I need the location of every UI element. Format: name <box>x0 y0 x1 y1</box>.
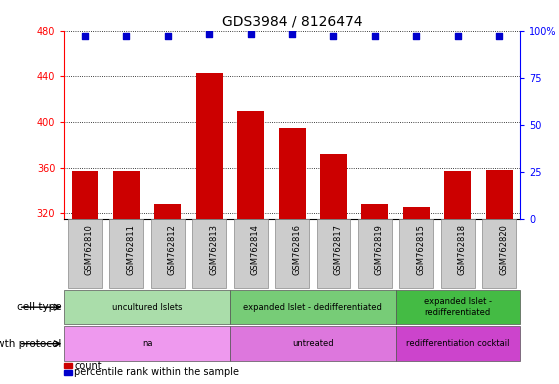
FancyBboxPatch shape <box>399 219 433 288</box>
Text: GSM762819: GSM762819 <box>375 224 384 275</box>
FancyBboxPatch shape <box>358 219 392 288</box>
Text: GSM762820: GSM762820 <box>499 224 508 275</box>
Bar <box>362 204 389 219</box>
Point <box>288 31 297 38</box>
Bar <box>154 204 181 219</box>
Text: GSM762815: GSM762815 <box>416 224 425 275</box>
FancyBboxPatch shape <box>440 219 475 288</box>
Text: percentile rank within the sample: percentile rank within the sample <box>74 367 239 377</box>
Bar <box>278 127 306 219</box>
Text: cell type: cell type <box>17 302 61 312</box>
Bar <box>486 170 513 219</box>
Point <box>246 31 255 38</box>
FancyBboxPatch shape <box>230 326 396 361</box>
Text: growth protocol: growth protocol <box>0 339 61 349</box>
Text: count: count <box>74 361 102 371</box>
FancyBboxPatch shape <box>396 290 520 324</box>
Point <box>412 33 421 40</box>
Bar <box>196 73 222 219</box>
Bar <box>237 111 264 219</box>
Point <box>122 33 131 40</box>
Text: GSM762814: GSM762814 <box>250 224 260 275</box>
Point <box>453 33 462 40</box>
Text: GSM762811: GSM762811 <box>126 224 135 275</box>
FancyBboxPatch shape <box>64 290 230 324</box>
Point <box>205 31 214 38</box>
Text: GSM762816: GSM762816 <box>292 224 301 275</box>
FancyBboxPatch shape <box>234 219 268 288</box>
Text: redifferentiation cocktail: redifferentiation cocktail <box>406 339 509 348</box>
Point <box>80 33 89 40</box>
FancyBboxPatch shape <box>275 219 309 288</box>
Bar <box>320 154 347 219</box>
Point <box>495 33 504 40</box>
Text: untreated: untreated <box>292 339 334 348</box>
Title: GDS3984 / 8126474: GDS3984 / 8126474 <box>222 14 362 28</box>
Text: GSM762817: GSM762817 <box>334 224 343 275</box>
Point <box>371 33 380 40</box>
Bar <box>72 171 98 219</box>
FancyBboxPatch shape <box>482 219 516 288</box>
Point <box>329 33 338 40</box>
Text: GSM762813: GSM762813 <box>209 224 218 275</box>
Text: GSM762818: GSM762818 <box>458 224 467 275</box>
Bar <box>113 171 140 219</box>
FancyBboxPatch shape <box>64 326 230 361</box>
FancyBboxPatch shape <box>192 219 226 288</box>
FancyBboxPatch shape <box>110 219 144 288</box>
FancyBboxPatch shape <box>68 219 102 288</box>
Text: expanded Islet -
redifferentiated: expanded Islet - redifferentiated <box>424 298 492 317</box>
FancyBboxPatch shape <box>316 219 350 288</box>
Text: GSM762812: GSM762812 <box>168 224 177 275</box>
Text: na: na <box>142 339 153 348</box>
Point <box>163 33 172 40</box>
Text: uncultured Islets: uncultured Islets <box>112 303 182 312</box>
Bar <box>444 171 471 219</box>
Text: GSM762810: GSM762810 <box>85 224 94 275</box>
Text: expanded Islet - dedifferentiated: expanded Islet - dedifferentiated <box>243 303 382 312</box>
FancyBboxPatch shape <box>396 326 520 361</box>
FancyBboxPatch shape <box>230 290 396 324</box>
Bar <box>403 207 430 219</box>
FancyBboxPatch shape <box>151 219 185 288</box>
